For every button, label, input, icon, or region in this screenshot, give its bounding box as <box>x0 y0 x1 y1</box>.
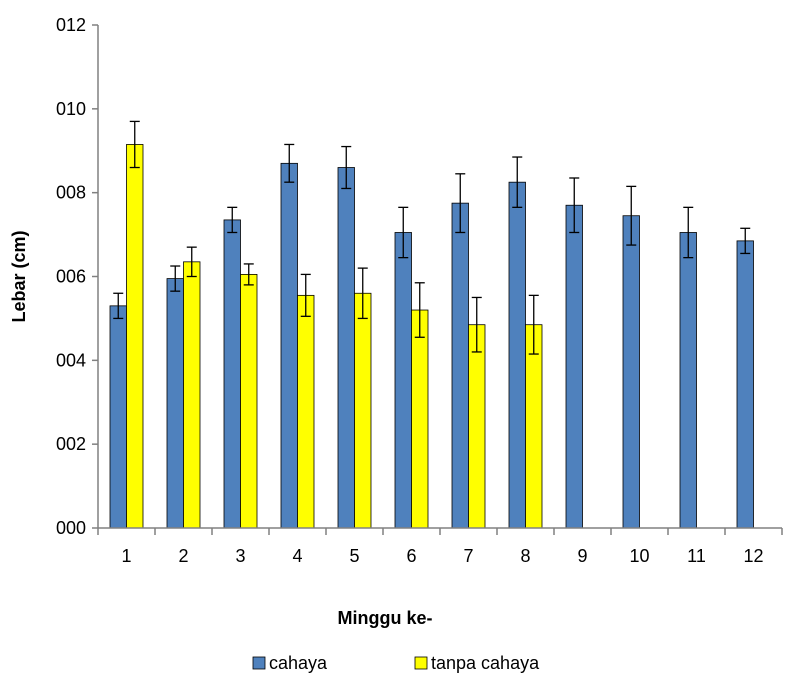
x-tick-label: 12 <box>743 546 763 566</box>
bar-tanpa-cahaya-6 <box>411 309 429 529</box>
bar-tanpa-cahaya-7 <box>468 324 486 529</box>
legend-swatch-tanpa-cahaya <box>414 656 428 670</box>
bar-cahaya-2 <box>166 278 184 529</box>
legend-label-tanpa-cahaya: tanpa cahaya <box>431 653 540 673</box>
bar-tanpa-cahaya-1 <box>126 144 144 529</box>
bar-cahaya-10 <box>622 215 640 529</box>
legend: cahaya tanpa cahaya <box>252 653 540 673</box>
bar-cahaya-11 <box>679 232 697 529</box>
x-axis-ticks: 1 2 3 4 5 6 7 8 9 10 11 12 <box>97 528 783 566</box>
bar-cahaya-5 <box>337 167 355 529</box>
bar-tanpa-cahaya-5 <box>354 292 372 529</box>
x-tick-label: 11 <box>687 546 706 566</box>
bar-cahaya-3 <box>223 219 241 529</box>
bar-cahaya-6 <box>394 232 412 529</box>
y-tick-label: 000 <box>56 518 86 538</box>
bar-cahaya-12 <box>736 240 754 529</box>
y-tick-label: 008 <box>56 183 86 203</box>
x-tick-label: 8 <box>520 546 530 566</box>
legend-label-cahaya: cahaya <box>269 653 328 673</box>
bar-tanpa-cahaya-2 <box>183 261 201 529</box>
x-tick-label: 9 <box>577 546 587 566</box>
x-tick-label: 6 <box>406 546 416 566</box>
y-tick-label: 010 <box>56 99 86 119</box>
bar-tanpa-cahaya-8 <box>525 324 543 529</box>
bar-cahaya-1 <box>109 305 127 529</box>
bar-tanpa-cahaya-3 <box>240 274 258 529</box>
bars <box>109 144 754 529</box>
y-axis-title: Lebar (cm) <box>9 230 29 322</box>
bar-cahaya-7 <box>451 202 469 529</box>
x-tick-label: 10 <box>629 546 649 566</box>
error-bars <box>113 120 751 355</box>
x-tick-label: 1 <box>121 546 131 566</box>
bar-tanpa-cahaya-4 <box>297 294 315 529</box>
bar-cahaya-8 <box>508 181 526 529</box>
y-tick-label: 012 <box>56 15 86 35</box>
x-tick-label: 4 <box>292 546 302 566</box>
x-tick-label: 7 <box>463 546 473 566</box>
x-tick-label: 3 <box>235 546 245 566</box>
y-tick-label: 002 <box>56 434 86 454</box>
bar-cahaya-9 <box>565 204 583 529</box>
y-tick-label: 004 <box>56 350 86 370</box>
x-tick-label: 2 <box>178 546 188 566</box>
x-axis-title: Minggu ke- <box>338 608 433 628</box>
legend-swatch-cahaya <box>252 656 266 670</box>
bar-cahaya-4 <box>280 162 298 529</box>
x-tick-label: 5 <box>349 546 359 566</box>
y-tick-label: 006 <box>56 267 86 287</box>
y-axis-ticks: 000 002 004 006 008 010 012 <box>56 15 98 538</box>
